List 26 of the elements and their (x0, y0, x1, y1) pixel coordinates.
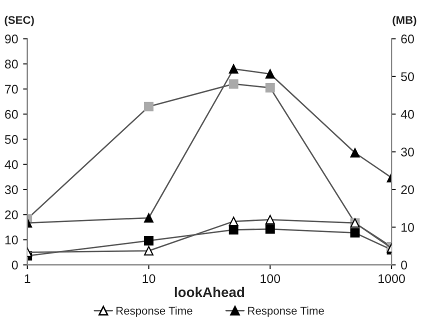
y-tick-label: 60 (5, 110, 18, 119)
y2-tick-label: 30 (401, 148, 414, 156)
y2-tick-label: 10 (402, 222, 414, 232)
y-axis-title: (SEC) (4, 16, 34, 26)
x-tick-label: 10 (142, 274, 156, 284)
x-tick-label: 1 (24, 274, 30, 283)
y2-tick-label: 20 (401, 185, 414, 194)
y-tick-label: 30 (4, 185, 18, 194)
legend-label: Response Time (248, 306, 324, 317)
y-tick-label: 90 (5, 34, 18, 44)
y2-tick-label: 60 (401, 34, 414, 44)
x-tick-label: 100 (260, 274, 280, 284)
y2-tick-label: 40 (400, 110, 414, 119)
y-tick-label: 80 (4, 60, 18, 69)
y-tick-label: 40 (4, 160, 18, 170)
x-axis-title: lookAhead (174, 286, 244, 298)
y2-tick-label: 50 (401, 72, 414, 82)
legend-label: Response Time (116, 306, 192, 317)
y-tick-label: 20 (5, 210, 18, 220)
y-tick-label: 10 (5, 236, 18, 244)
y-tick-label: 50 (4, 135, 18, 144)
x-tick-label: 1000 (378, 274, 405, 284)
y2-tick-label: 0 (401, 260, 408, 270)
y-tick-label: 70 (5, 84, 18, 94)
y2-axis-title: (MB) (392, 16, 416, 26)
y-tick-label: 0 (12, 260, 18, 270)
